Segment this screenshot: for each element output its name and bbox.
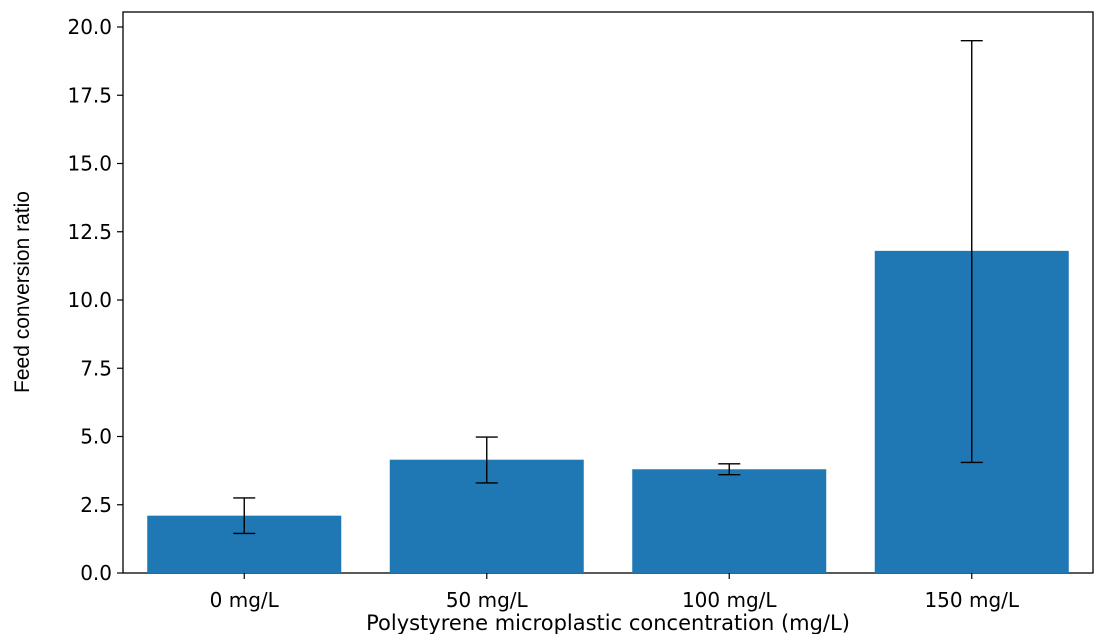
bar bbox=[632, 469, 827, 573]
y-tick-label: 20.0 bbox=[67, 15, 112, 39]
y-tick-label: 15.0 bbox=[67, 152, 112, 176]
y-tick-label: 17.5 bbox=[67, 83, 112, 107]
y-tick-label: 7.5 bbox=[80, 356, 112, 380]
bars-group bbox=[147, 250, 1069, 574]
y-axis-ticks: 0.0 2.5 5.0 7.5 10.0 12.5 15.0 17.5 20.0 bbox=[67, 15, 123, 585]
y-tick-label: 5.0 bbox=[80, 425, 112, 449]
x-tick-label: 100 mg/L bbox=[682, 588, 777, 612]
y-tick-label: 12.5 bbox=[67, 220, 112, 244]
plot-area-frame bbox=[122, 11, 1094, 574]
x-tick-label: 0 mg/L bbox=[210, 588, 280, 612]
x-tick-label: 50 mg/L bbox=[446, 588, 529, 612]
y-axis-label: Feed conversion ratio bbox=[11, 191, 34, 393]
x-tick-label: 150 mg/L bbox=[924, 588, 1019, 612]
y-tick-label: 2.5 bbox=[80, 493, 112, 517]
error-bars-group bbox=[233, 39, 983, 535]
y-tick-label: 10.0 bbox=[67, 288, 112, 312]
x-axis-label: Polystyrene microplastic concentration (… bbox=[366, 611, 850, 634]
x-axis-ticks: 0 mg/L 50 mg/L 100 mg/L 150 mg/L bbox=[210, 573, 1020, 612]
y-tick-label: 0.0 bbox=[80, 561, 112, 585]
